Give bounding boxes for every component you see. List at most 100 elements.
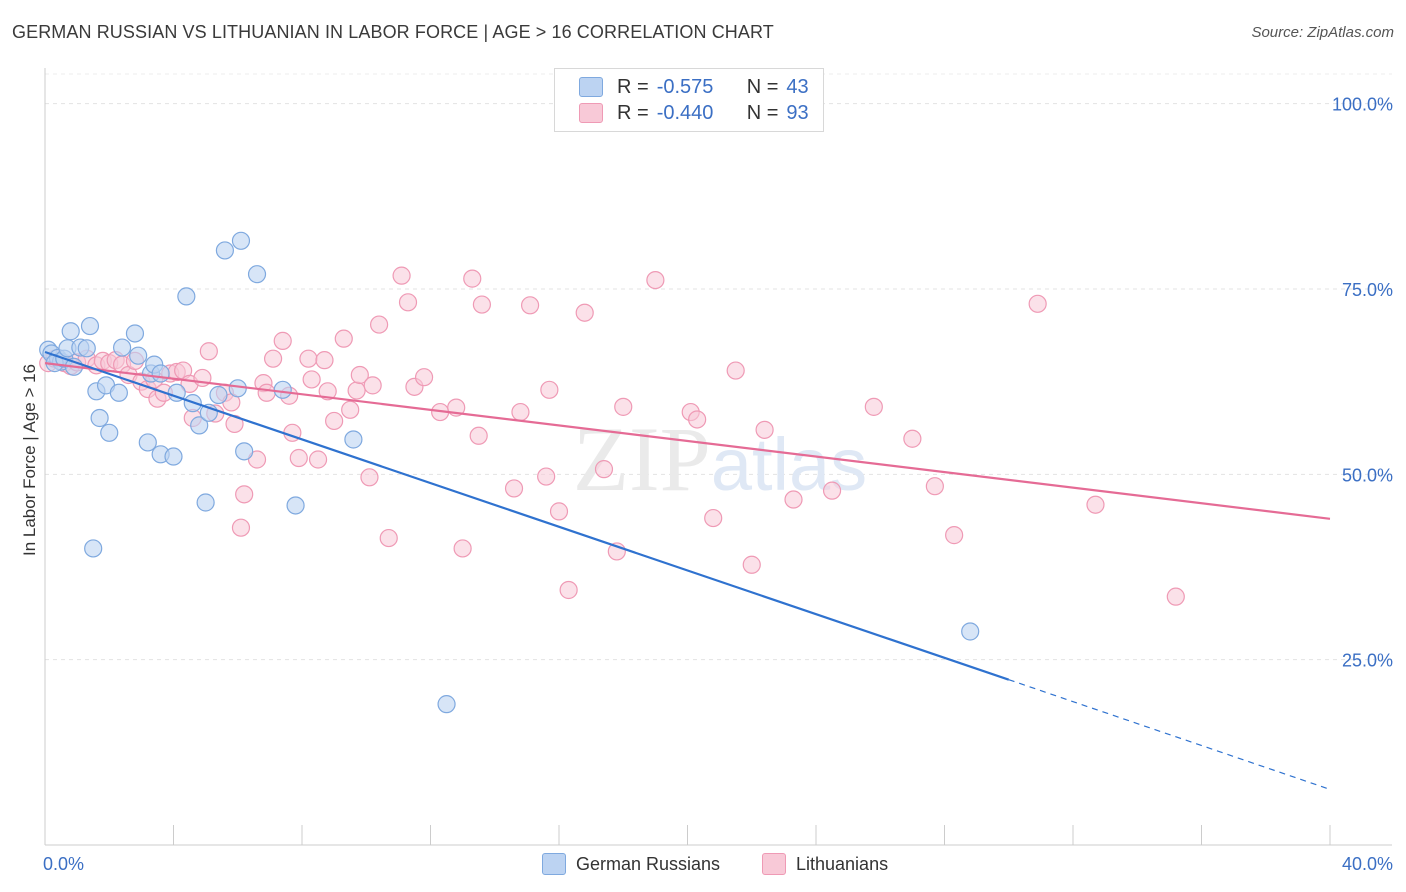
bottom-legend-german-russians: German Russians: [542, 852, 720, 876]
y-tick-label: 75.0%: [1342, 280, 1393, 300]
german-russians-point: [437, 695, 456, 714]
watermark: ZIPatlas: [573, 408, 867, 510]
lithuanians-point: [688, 410, 707, 429]
german-russians-point: [215, 241, 234, 260]
lithuanians-point: [289, 448, 308, 468]
lithuanians-point: [594, 460, 614, 479]
lithuanians-point: [302, 370, 321, 389]
legend-series-name: German Russians: [576, 853, 721, 874]
lithuanians-point: [453, 539, 472, 558]
bottom-legend-lithuanians: Lithuanians: [762, 852, 888, 876]
lithuanians-point: [350, 365, 369, 385]
legend-n-label: N =: [746, 101, 779, 124]
y-tick-label: 100.0%: [1332, 95, 1393, 115]
lithuanians-point: [257, 383, 276, 402]
legend-r-label: R =: [617, 75, 649, 98]
german-russians-trend-extension: [1008, 679, 1331, 790]
axes: [44, 68, 1392, 846]
german-russians-point: [344, 430, 363, 449]
lithuanians-point: [1166, 587, 1185, 606]
german-russians-point: [164, 447, 183, 466]
lithuanians-point: [299, 349, 318, 368]
y-tick-label: 50.0%: [1342, 465, 1393, 485]
german-russians-points: [39, 231, 980, 714]
german-russians-point: [84, 539, 103, 558]
lithuanians-swatch: [762, 853, 786, 875]
lithuanians-point: [341, 400, 360, 419]
lithuanians-point: [945, 526, 964, 545]
x-tick-label: 40.0%: [1342, 854, 1393, 874]
lithuanians-point: [247, 450, 267, 469]
lithuanians-point: [537, 467, 556, 486]
lithuanians-point: [726, 361, 745, 380]
lithuanians-point: [325, 411, 344, 431]
lithuanians-point: [520, 296, 540, 315]
lithuanians-point: [540, 380, 559, 399]
y-tick-label: 25.0%: [1342, 651, 1393, 671]
lithuanians-point: [315, 351, 334, 370]
lithuanians-point: [199, 342, 218, 361]
german-russians-point: [112, 338, 132, 357]
german-russians-point: [209, 385, 228, 405]
stats-legend: R = -0.575 N = 43 R = -0.440 N = 93: [554, 68, 824, 132]
lithuanians-point: [463, 269, 482, 288]
legend-series-name: Lithuanians: [796, 853, 889, 874]
german-russians-point: [286, 496, 305, 515]
chart-title: GERMAN RUSSIAN VS LITHUANIAN IN LABOR FO…: [12, 22, 774, 42]
lithuanians-point: [347, 381, 366, 400]
legend-r-label: R =: [617, 101, 649, 124]
german-russians-point: [247, 265, 267, 284]
lithuanians-point: [1086, 495, 1105, 514]
trend-lines: [44, 350, 1331, 790]
lithuanians-point: [472, 295, 491, 314]
lithuanians-point: [704, 508, 723, 528]
lithuanians-point: [504, 479, 524, 498]
lithuanians-point: [231, 518, 251, 537]
tick-labels: 25.0% 50.0% 75.0% 100.0% 0.0% 40.0%: [43, 95, 1393, 874]
legend-n-value: 43: [786, 75, 809, 98]
lithuanians-point: [903, 429, 922, 448]
german-russians-point: [109, 383, 128, 402]
legend-row-german-russians: R = -0.575 N = 43: [579, 75, 809, 99]
lithuanians-point: [646, 270, 665, 290]
lithuanians-point: [864, 397, 883, 416]
lithuanians-point: [559, 580, 578, 600]
german-russians-swatch: [579, 77, 603, 97]
german-russians-point: [177, 287, 196, 306]
lithuanians-point: [235, 485, 254, 504]
lithuanians-point: [614, 397, 633, 416]
german-russians-point: [190, 416, 209, 435]
lithuanians-point: [334, 329, 353, 348]
german-russians-point: [196, 493, 215, 512]
german-russians-point: [138, 433, 157, 452]
lithuanians-trend-line: [44, 362, 1331, 520]
lithuanians-point: [925, 477, 944, 496]
lithuanians-point: [360, 468, 379, 487]
lithuanians-swatch: [579, 103, 603, 123]
lithuanians-point: [822, 481, 842, 500]
german-russians-point: [961, 622, 980, 641]
german-russians-point: [125, 324, 145, 343]
grid-lines: [45, 73, 1392, 661]
german-russians-trend-line: [44, 350, 1010, 681]
lithuanians-point: [263, 349, 283, 368]
legend-row-lithuanians: R = -0.440 N = 93: [579, 101, 809, 125]
german-russians-point: [90, 408, 109, 428]
lithuanians-point: [370, 315, 389, 334]
german-russians-point: [235, 442, 254, 461]
x-tick-label: 0.0%: [43, 854, 84, 874]
legend-n-value: 93: [786, 101, 809, 124]
y-axis-label: In Labor Force | Age > 16: [20, 363, 39, 557]
lithuanians-point: [575, 303, 594, 322]
lithuanians-point: [755, 420, 774, 439]
lithuanians-point: [308, 450, 328, 469]
lithuanians-point: [511, 402, 530, 422]
lithuanians-point: [469, 426, 488, 445]
german-russians-point: [231, 231, 251, 250]
german-russians-point: [129, 346, 148, 365]
german-russians-point: [100, 423, 119, 442]
lithuanians-point: [398, 293, 418, 312]
german-russians-point: [80, 316, 100, 336]
lithuanians-point: [363, 376, 382, 395]
